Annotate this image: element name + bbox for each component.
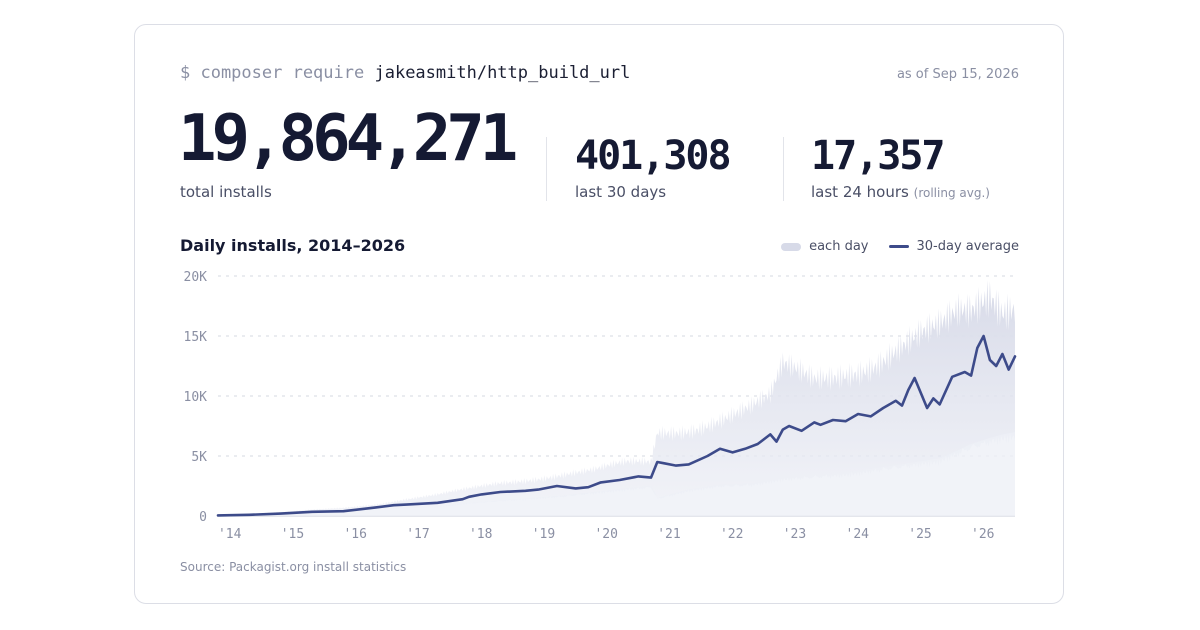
x-tick-label: '25 bbox=[908, 527, 931, 542]
x-tick-label: '18 bbox=[469, 527, 492, 542]
daily-area bbox=[218, 280, 1015, 516]
stat-divider bbox=[546, 137, 547, 201]
average-series-line bbox=[216, 334, 1017, 517]
source-note: Source: Packagist.org install statistics bbox=[180, 560, 407, 574]
chart-legend: each day 30-day average bbox=[781, 239, 1019, 254]
x-tick-label: '16 bbox=[343, 527, 366, 542]
x-tick-label: '14 bbox=[218, 527, 242, 542]
x-tick-label: '23 bbox=[783, 527, 806, 542]
rolling-avg-note: (rolling avg.) bbox=[913, 186, 990, 200]
x-tick-label: '22 bbox=[720, 527, 743, 542]
x-tick-label: '19 bbox=[532, 527, 555, 542]
y-tick-label: 15K bbox=[184, 330, 208, 345]
y-tick-label: 10K bbox=[184, 390, 208, 405]
last-24-hours-text: last 24 hours bbox=[811, 183, 909, 201]
x-axis-ticks: '14 '15 '16 '17 '18 '19 '20 '21 '22 '23 '24 '25 '26 bbox=[218, 527, 995, 542]
total-installs-value: 19,864,271 bbox=[178, 102, 518, 176]
daily-installs-base bbox=[218, 432, 1015, 516]
package-name: jakeasmith/http_build_url bbox=[374, 63, 631, 83]
legend-average-swatch bbox=[888, 245, 909, 248]
last-24-hours-value: 17,357 bbox=[811, 133, 945, 179]
legend-average-label: 30-day average bbox=[916, 239, 1020, 254]
y-tick-label: 0 bbox=[199, 510, 207, 525]
legend-each-day-label: each day bbox=[809, 239, 869, 254]
x-tick-label: '15 bbox=[281, 527, 304, 542]
chart-title: Daily installs, 2014–2026 bbox=[180, 236, 406, 255]
daily-installs-area bbox=[218, 280, 1015, 516]
last-24-hours-label: last 24 hours (rolling avg.) bbox=[811, 183, 990, 201]
command-prefix: $ composer require bbox=[180, 63, 365, 83]
x-tick-label: '17 bbox=[406, 527, 429, 542]
y-tick-label: 20K bbox=[184, 270, 208, 285]
last-30-days-value: 401,308 bbox=[575, 133, 732, 179]
x-tick-label: '26 bbox=[971, 527, 994, 542]
last-30-days-label: last 30 days bbox=[575, 183, 667, 201]
legend-each-day-swatch bbox=[781, 242, 802, 251]
y-tick-label: 5K bbox=[191, 450, 207, 465]
as-of-date: as of Sep 15, 2026 bbox=[896, 67, 1019, 82]
composer-command: $ composer require jakeasmith/http_build… bbox=[180, 63, 630, 83]
x-tick-label: '24 bbox=[846, 527, 870, 542]
x-tick-label: '20 bbox=[594, 527, 617, 542]
stat-divider bbox=[783, 137, 784, 201]
x-tick-label: '21 bbox=[657, 527, 680, 542]
total-installs-label: total installs bbox=[180, 183, 272, 201]
average-line bbox=[216, 334, 1017, 517]
y-axis-ticks: 0 5K 10K 15K 20K bbox=[184, 270, 208, 525]
